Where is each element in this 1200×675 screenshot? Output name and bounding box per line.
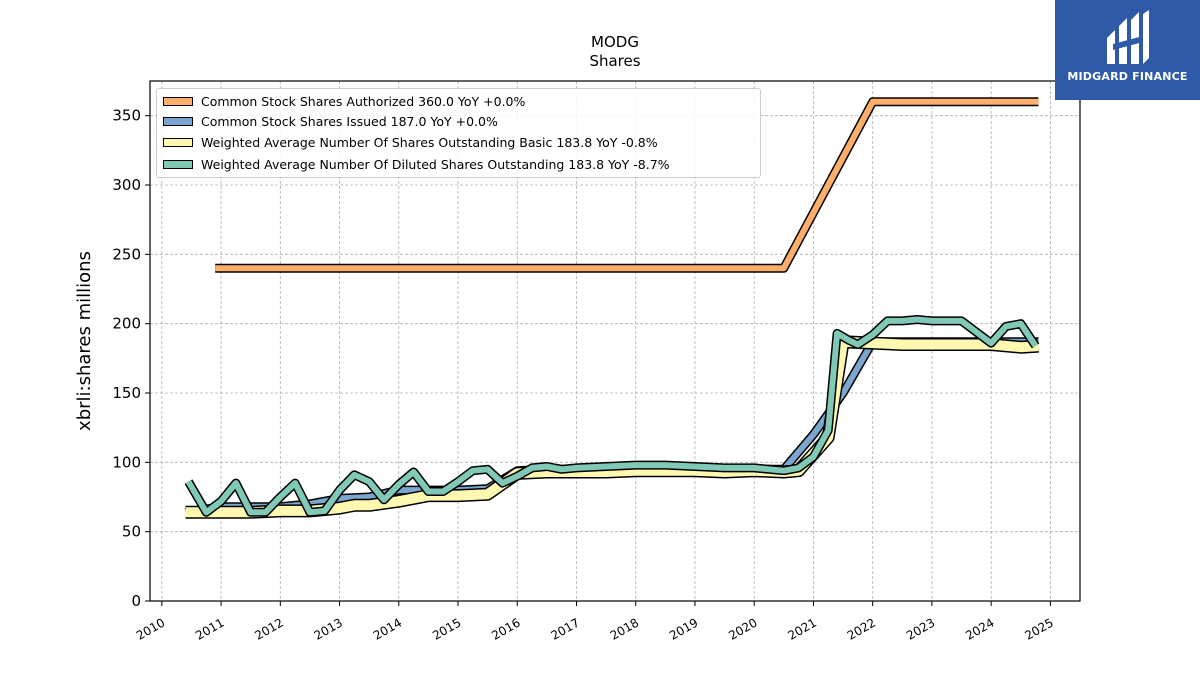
y-tick-label: 100 [112,453,141,471]
x-tick-label: 2025 [1022,615,1055,642]
legend-item-authorized: Common Stock Shares Authorized 360.0 YoY… [163,93,526,109]
series-line-0 [215,98,1039,272]
y-tick-label: 300 [112,176,141,194]
x-tick-label: 2013 [312,615,345,642]
x-tick-label: 2011 [193,615,226,642]
legend: Common Stock Shares Authorized 360.0 YoY… [156,88,761,178]
chart-title: MODG [591,33,639,51]
y-tick-label: 0 [131,592,141,610]
series-line-3 [185,316,1039,516]
x-tick-label: 2023 [904,615,937,642]
x-tick-label: 2018 [608,615,641,642]
legend-swatch-issued [163,116,193,126]
legend-item-issued: Common Stock Shares Issued 187.0 YoY +0.… [163,113,498,129]
legend-label-basic: Weighted Average Number Of Shares Outsta… [201,134,658,150]
y-tick-label: 50 [122,523,141,541]
y-tick-label: 200 [112,315,141,333]
plot-frame [149,80,1081,602]
legend-item-basic: Weighted Average Number Of Shares Outsta… [163,134,658,150]
y-tick-label: 350 [112,107,141,125]
logo-text: MIDGARD FINANCE [1067,70,1188,83]
x-tick-label: 2012 [252,615,285,642]
y-tick-label: 150 [112,384,141,402]
legend-label-authorized: Common Stock Shares Authorized 360.0 YoY… [201,93,526,109]
brand-logo: MIDGARD FINANCE [1055,0,1200,100]
series-line-1 [185,338,1039,516]
x-tick-label: 2016 [489,615,522,642]
legend-swatch-diluted [163,159,193,169]
y-axis-label: xbrli:shares millions [74,251,95,431]
x-tick-label: 2019 [667,615,700,642]
legend-swatch-basic [163,137,193,147]
legend-swatch-authorized [163,96,193,106]
x-tick-label: 2022 [845,615,878,642]
series-outline-1 [184,337,1039,517]
x-tick-label: 2017 [549,615,582,642]
x-tick-label: 2024 [963,615,996,642]
x-tick-label: 2010 [134,615,167,642]
x-tick-label: 2020 [726,615,759,642]
series-outline-2 [185,335,1039,519]
x-tick-label: 2021 [785,615,818,642]
legend-label-issued: Common Stock Shares Issued 187.0 YoY +0.… [201,113,498,129]
x-tick-label: 2015 [430,615,463,642]
x-tick-label: 2014 [371,615,404,642]
legend-item-diluted: Weighted Average Number Of Diluted Share… [163,156,670,172]
chart-subtitle: Shares [589,52,641,70]
series-line-2 [185,336,1039,518]
y-tick-label: 250 [112,245,141,263]
logo-mark-icon [1107,10,1149,64]
legend-label-diluted: Weighted Average Number Of Diluted Share… [201,156,670,172]
